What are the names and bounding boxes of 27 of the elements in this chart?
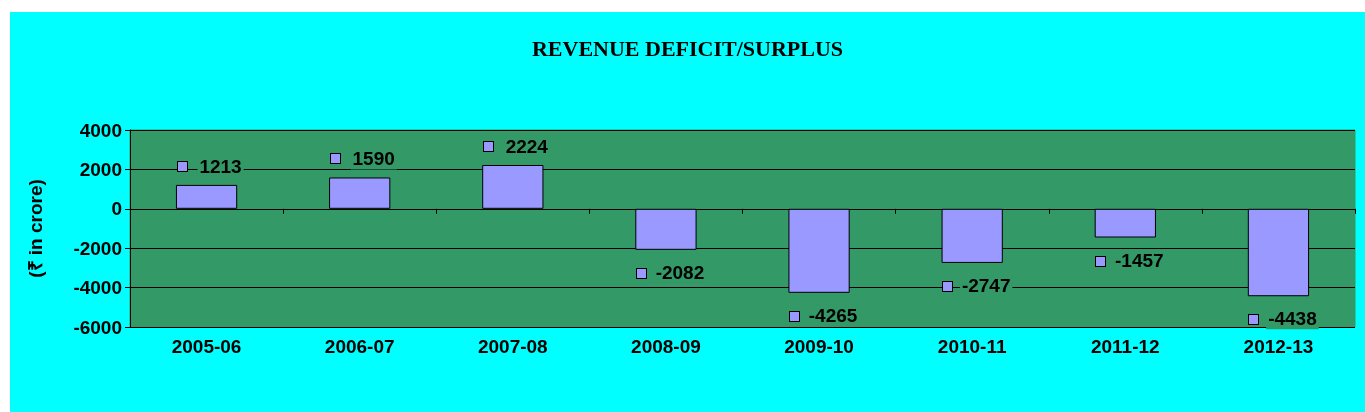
x-tick-label: 2010-11 bbox=[937, 336, 1007, 357]
data-label: -4438 bbox=[1268, 308, 1317, 330]
bar bbox=[329, 177, 391, 209]
y-tick-label: 4000 bbox=[79, 119, 122, 141]
y-tick-label: 0 bbox=[111, 198, 122, 220]
y-tick-label: -6000 bbox=[73, 316, 122, 338]
data-label: -1457 bbox=[1115, 249, 1164, 271]
x-tick-label: 2008-09 bbox=[631, 336, 701, 357]
x-tick-label: 2005-06 bbox=[171, 336, 242, 357]
chart-title: REVENUE DEFICIT/SURPLUS bbox=[531, 35, 844, 61]
data-label: 1213 bbox=[199, 155, 242, 177]
data-label: -4265 bbox=[808, 304, 858, 326]
y-tick-label: -2000 bbox=[73, 237, 122, 259]
y-tick-label: -4000 bbox=[73, 277, 122, 299]
data-label: 1590 bbox=[352, 148, 395, 170]
y-axis-title: (₹ in crore) bbox=[25, 179, 46, 278]
data-label: 2224 bbox=[505, 135, 549, 157]
x-tick-label: 2009-10 bbox=[784, 336, 854, 357]
bar bbox=[1094, 208, 1156, 238]
data-label: -2747 bbox=[961, 274, 1011, 296]
x-tick-label: 2006-07 bbox=[324, 336, 395, 357]
x-tick-label: 2007-08 bbox=[477, 336, 548, 357]
x-tick-label: 2012-13 bbox=[1243, 336, 1314, 357]
y-tick-label: 2000 bbox=[79, 158, 122, 180]
bar bbox=[175, 184, 238, 209]
data-label: -2082 bbox=[655, 261, 705, 283]
x-tick-label: 2011-12 bbox=[1090, 336, 1160, 357]
